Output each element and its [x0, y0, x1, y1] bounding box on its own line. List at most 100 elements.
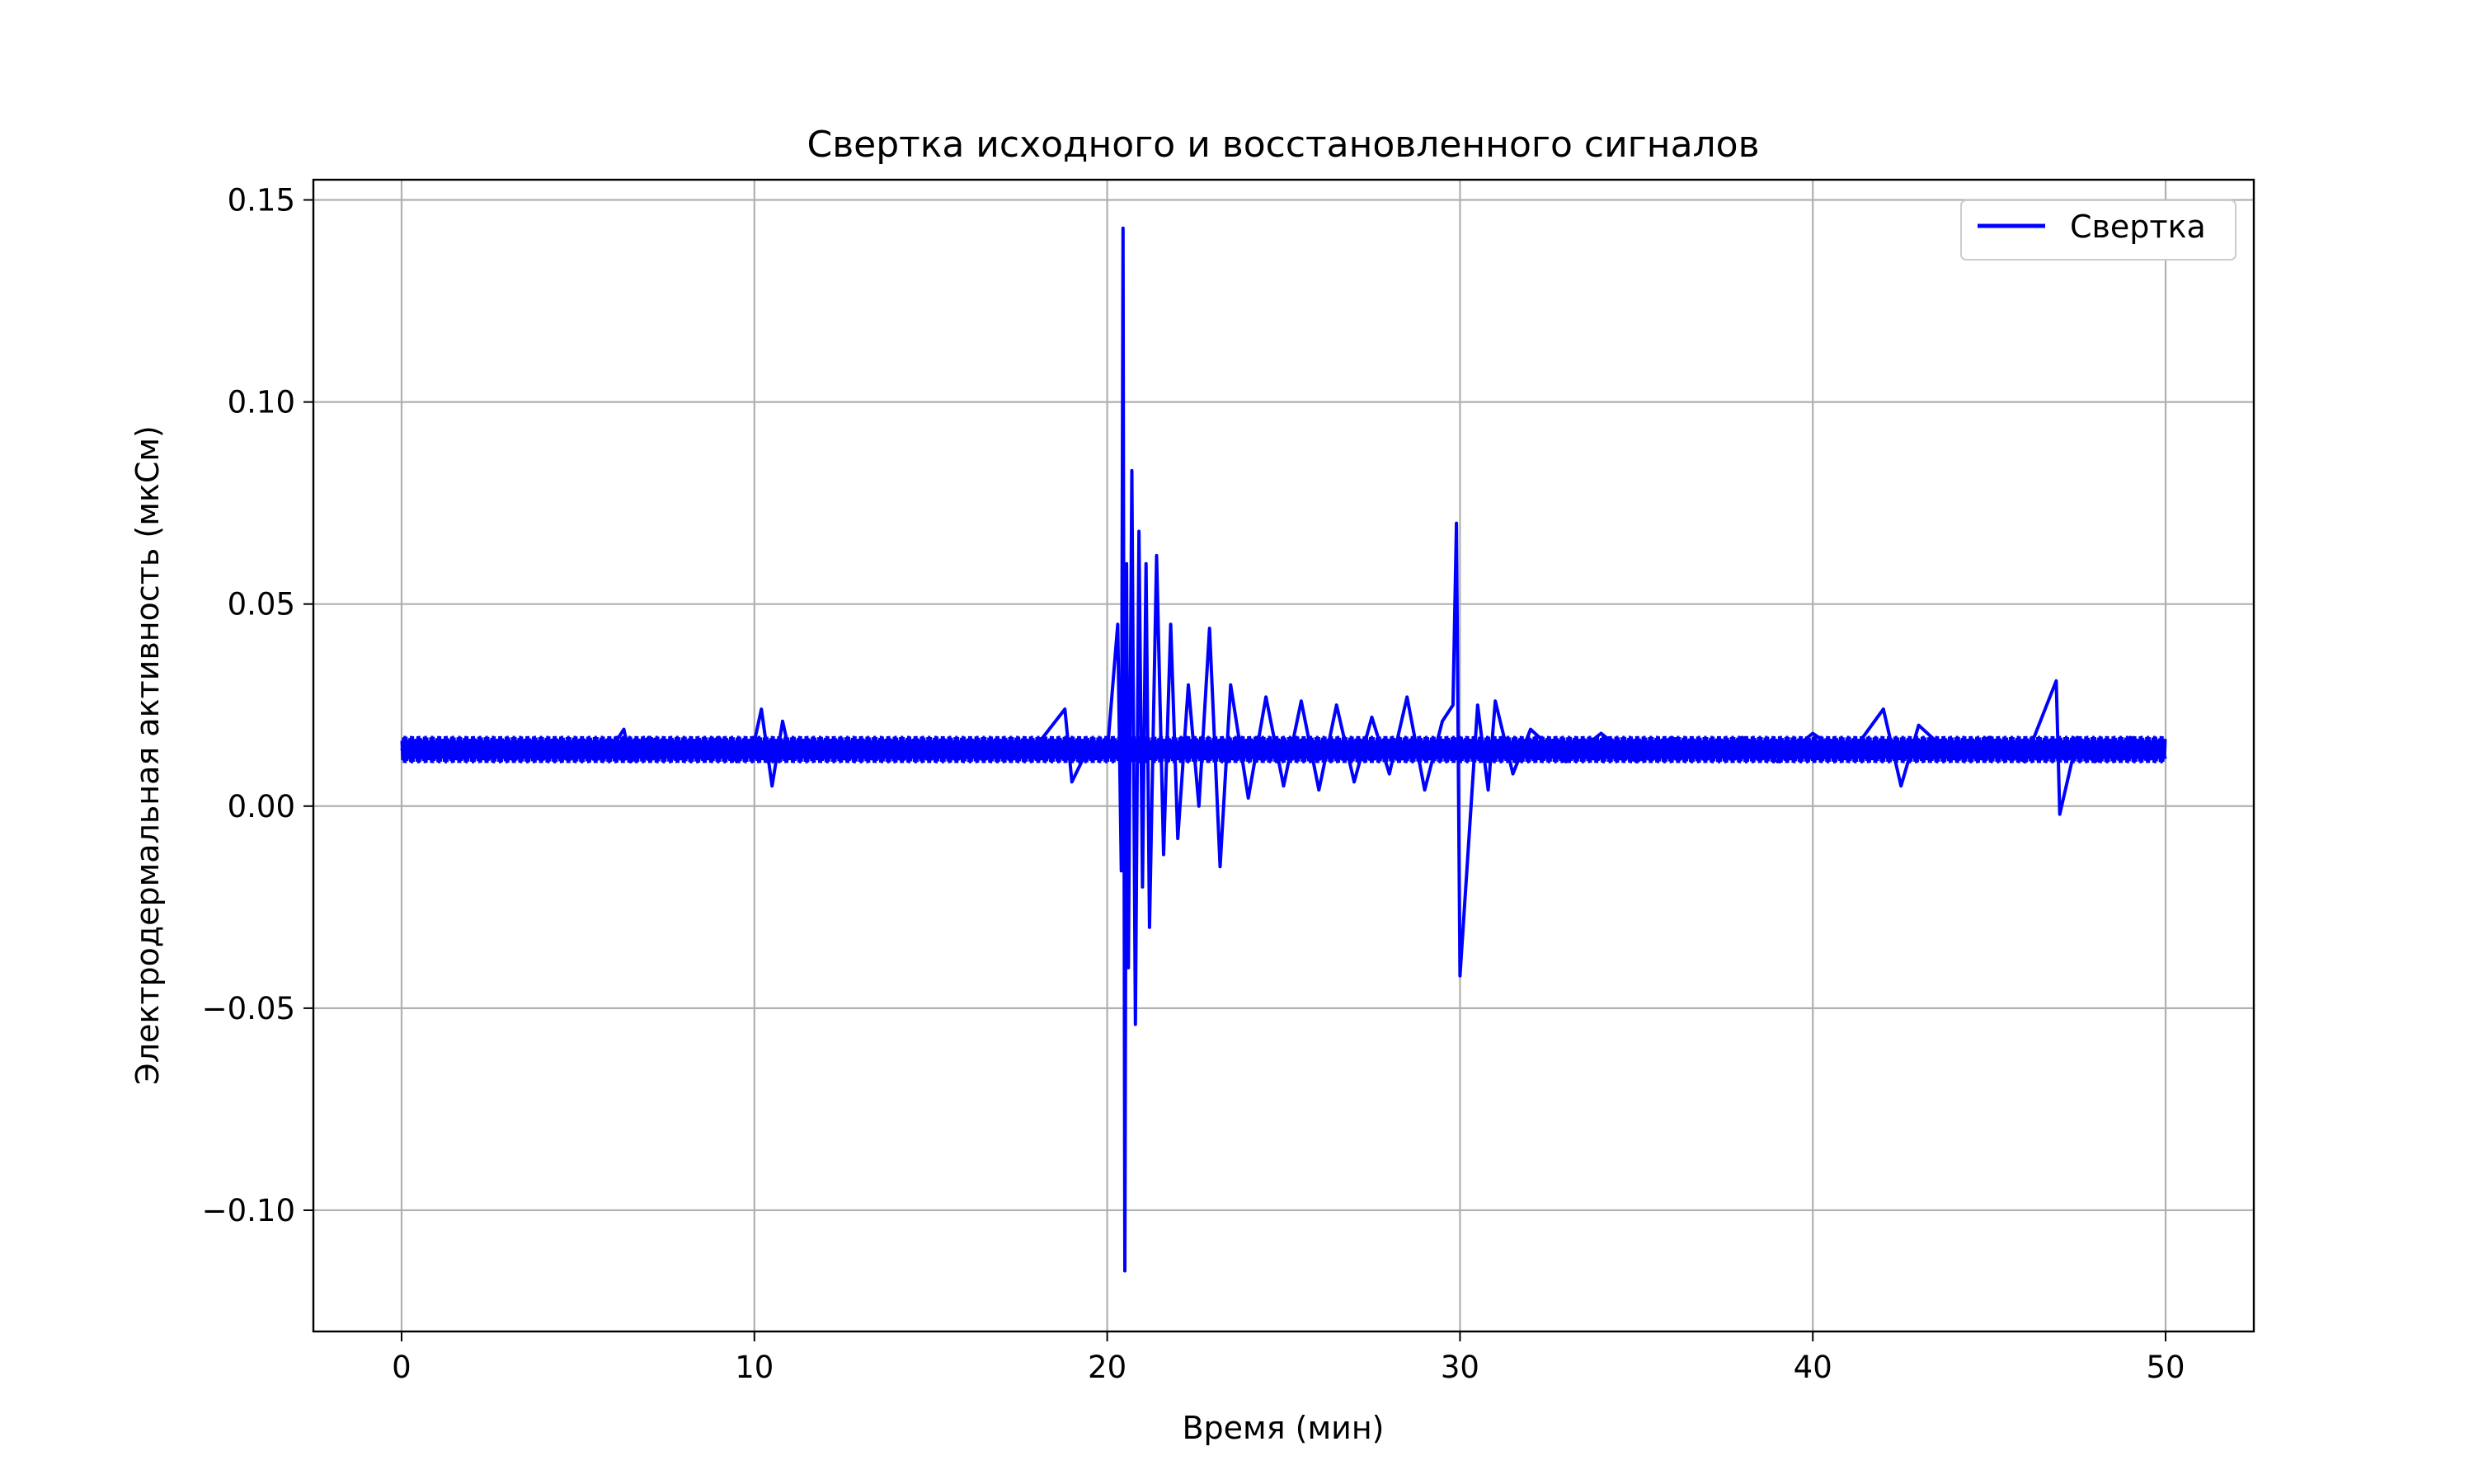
- y-axis-label: Электродермальная активность (мкСм): [129, 425, 166, 1085]
- data-point: [760, 707, 763, 711]
- data-point: [1155, 554, 1158, 557]
- data-point: [1134, 1023, 1137, 1026]
- data-point: [629, 760, 633, 763]
- data-point: [894, 744, 897, 747]
- data-point: [1169, 622, 1173, 626]
- data-point: [576, 756, 580, 759]
- data-point: [417, 740, 421, 743]
- data-point: [1070, 780, 1074, 783]
- data-point: [753, 740, 756, 743]
- data-point: [1264, 695, 1268, 698]
- data-point: [1776, 760, 1779, 763]
- data-point: [1187, 683, 1190, 687]
- data-point: [1197, 805, 1201, 808]
- data-point: [1282, 784, 1285, 787]
- data-point: [1705, 756, 1709, 759]
- y-axis: −0.10 −0.05 0.00 0.05 0.10 0.15: [202, 183, 313, 1228]
- data-point: [1116, 622, 1119, 626]
- data-point: [1120, 869, 1123, 872]
- data-point: [1352, 780, 1356, 783]
- data-point: [1300, 699, 1303, 702]
- y-tick-label: 0.05: [228, 587, 295, 622]
- data-point: [1388, 773, 1391, 776]
- data-point: [1123, 1270, 1126, 1272]
- x-tick-label: 0: [392, 1350, 412, 1385]
- data-point: [1600, 732, 1602, 735]
- data-point: [2094, 760, 2096, 763]
- data-point: [1106, 752, 1109, 755]
- data-point: [1917, 724, 1921, 727]
- data-point: [2164, 756, 2167, 759]
- data-point: [1335, 703, 1338, 707]
- y-tick-label: 0.00: [228, 789, 295, 824]
- data-point: [1317, 788, 1320, 791]
- data-point: [1088, 744, 1091, 747]
- y-tick-label: −0.10: [202, 1193, 295, 1228]
- data-point: [2054, 679, 2058, 683]
- data-point: [1564, 760, 1568, 763]
- data-point: [1451, 703, 1455, 707]
- data-point: [1458, 974, 1461, 978]
- data-point: [1162, 853, 1165, 857]
- data-point: [2023, 760, 2026, 763]
- data-point: [1141, 885, 1144, 889]
- data-point: [1148, 926, 1151, 929]
- data-point: [506, 752, 509, 755]
- data-point: [1131, 469, 1133, 472]
- data-point: [1125, 562, 1128, 566]
- y-tick-label: 0.10: [228, 385, 295, 420]
- data-point: [1405, 695, 1409, 698]
- data-point: [1176, 837, 1179, 840]
- plot-frame: [312, 178, 2255, 1333]
- data-point: [1741, 735, 1744, 739]
- legend: Свертка: [1960, 200, 2236, 261]
- data-point: [2128, 735, 2132, 739]
- data-point: [1063, 707, 1066, 711]
- data-point: [999, 756, 1003, 759]
- data-point: [612, 744, 615, 747]
- data-point: [1634, 760, 1638, 763]
- data-point: [1371, 716, 1373, 719]
- legend-label: Свертка: [2070, 209, 2206, 245]
- data-point: [623, 728, 625, 731]
- data-point: [1208, 627, 1211, 630]
- data-point: [1455, 522, 1458, 525]
- data-point: [682, 756, 685, 759]
- data-point: [1811, 732, 1814, 735]
- data-point: [735, 760, 738, 763]
- data-point: [1670, 735, 1673, 739]
- data-point: [471, 744, 473, 747]
- data-point: [1145, 562, 1148, 566]
- x-axis-label: Время (мин): [1182, 1410, 1384, 1446]
- data-point: [647, 735, 650, 739]
- data-point: [1441, 720, 1444, 723]
- x-tick-label: 50: [2146, 1350, 2185, 1385]
- series-line: [401, 226, 2166, 1273]
- y-tick-label: 0.15: [228, 183, 295, 218]
- data-point: [1122, 227, 1125, 230]
- x-tick-label: 20: [1088, 1350, 1126, 1385]
- data-point: [2076, 735, 2079, 739]
- data-point: [1137, 530, 1141, 533]
- data-point: [1952, 756, 1955, 759]
- data-point: [1529, 728, 1532, 731]
- data-point: [1493, 699, 1497, 702]
- data-point: [1882, 707, 1885, 711]
- data-point: [2058, 813, 2062, 816]
- data-point: [1899, 784, 1903, 787]
- data-point: [965, 740, 967, 743]
- data-point: [1126, 966, 1130, 970]
- x-axis: 0 10 20 30 40 50: [392, 1331, 2185, 1385]
- data-point: [770, 784, 774, 787]
- legend-box: [1960, 200, 2236, 261]
- data-point: [1219, 865, 1221, 868]
- data-point: [400, 748, 403, 751]
- data-point: [929, 752, 933, 755]
- chart-title: Свертка исходного и восстановленного сиг…: [807, 124, 1760, 166]
- data-point: [1487, 788, 1490, 791]
- y-tick-label: −0.05: [202, 991, 295, 1026]
- data-point: [717, 735, 721, 739]
- data-point: [1035, 744, 1038, 747]
- data-point: [788, 752, 792, 755]
